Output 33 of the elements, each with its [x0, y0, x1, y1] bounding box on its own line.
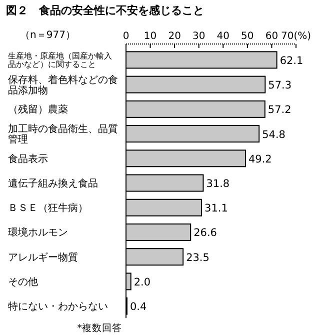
data-label: 31.8 [206, 178, 230, 190]
text: （n＝977） [20, 30, 76, 41]
data-label: 0.4 [130, 301, 147, 314]
x-tick-label: 60 [265, 31, 278, 42]
y-tick-label: アレルギー物質 [8, 251, 78, 264]
data-label: 26.6 [194, 227, 218, 240]
y-tick-label: 特にない・わからない [8, 300, 108, 313]
text: *複数回答 [77, 322, 122, 334]
y-tick-label: 遺伝子組み換え食品 [8, 178, 98, 190]
y-tick-label: ＢＳＥ（狂牛病） [8, 202, 88, 214]
y-tick-label: 環境ホルモン [8, 226, 68, 239]
y-tick-label: その他 [8, 276, 38, 288]
y-tick-label: （残留）農薬 [8, 104, 68, 116]
x-tick-label: 70(%) [280, 31, 312, 42]
data-label: 31.1 [204, 202, 228, 215]
x-tick-label: 50 [241, 31, 254, 42]
y-tick-label: 食品表示 [8, 152, 48, 165]
data-label: 2.0 [134, 276, 151, 288]
y-tick-label: 保存料、着色料などの食品添加物 [8, 74, 118, 96]
x-tick-label: 40 [216, 31, 230, 42]
y-tick-label: 生産地・原産地（国産か輸入品かなど）に関すること [8, 50, 112, 70]
data-label: 57.2 [268, 104, 292, 116]
data-label: 23.5 [186, 252, 210, 264]
data-label: 62.1 [280, 54, 304, 67]
x-tick-label: 30 [192, 31, 206, 42]
data-label: 49.2 [248, 153, 272, 166]
chart-title: 図２ 食品の安全性に不安を感じること [6, 4, 204, 17]
y-tick-label: 加工時の食品衛生、品質管理 [8, 123, 118, 146]
data-label: 57.3 [268, 80, 292, 92]
data-label: 54.8 [262, 128, 286, 141]
x-tick-label: 0 [122, 31, 130, 42]
x-tick-label: 10 [144, 31, 157, 42]
x-tick-label: 20 [168, 31, 181, 42]
